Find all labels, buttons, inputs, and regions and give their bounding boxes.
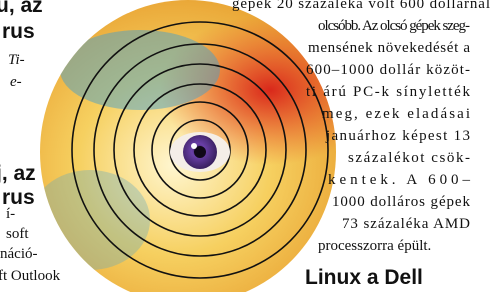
heading-line: ú, az — [0, 0, 43, 17]
article-line: olcsóbb. Az olcsó gépek szeg- — [318, 18, 470, 34]
article-line: százalékot csök- — [348, 150, 470, 166]
text-line: í- — [6, 206, 15, 222]
page: ú, az rus Ti- e- j, az rus í- soft náció… — [0, 0, 492, 292]
article-line: gépek 20 százaléka volt 600 dollárnál — [232, 0, 490, 12]
text-line: ft Outlook — [0, 268, 61, 284]
heading-line: j, az — [0, 162, 36, 185]
article-line: kentek. A 600– — [328, 172, 471, 188]
article-line: ti árú PC-k sínylették — [306, 84, 471, 100]
text-line: e- — [10, 74, 22, 90]
article-line: januárhoz képest 13 — [325, 128, 470, 144]
article-line: 73 százaléka AMD — [342, 216, 470, 232]
next-heading: Linux a Dell — [305, 266, 423, 289]
article-line: mensének növekedését a — [308, 40, 470, 56]
heading-line: rus — [2, 20, 35, 43]
article-line: 600–1000 dollár közöt- — [306, 62, 470, 78]
page-svg: ú, az rus Ti- e- j, az rus í- soft náció… — [0, 0, 492, 292]
article-line: 1000 dolláros gépek — [332, 194, 471, 210]
text-line: náció- — [0, 246, 37, 262]
article-line: processzorra épült. — [318, 238, 431, 254]
text-line: soft — [6, 226, 29, 242]
article-line: meg, ezek eladásai — [322, 106, 470, 122]
text-line: Ti- — [8, 52, 25, 68]
